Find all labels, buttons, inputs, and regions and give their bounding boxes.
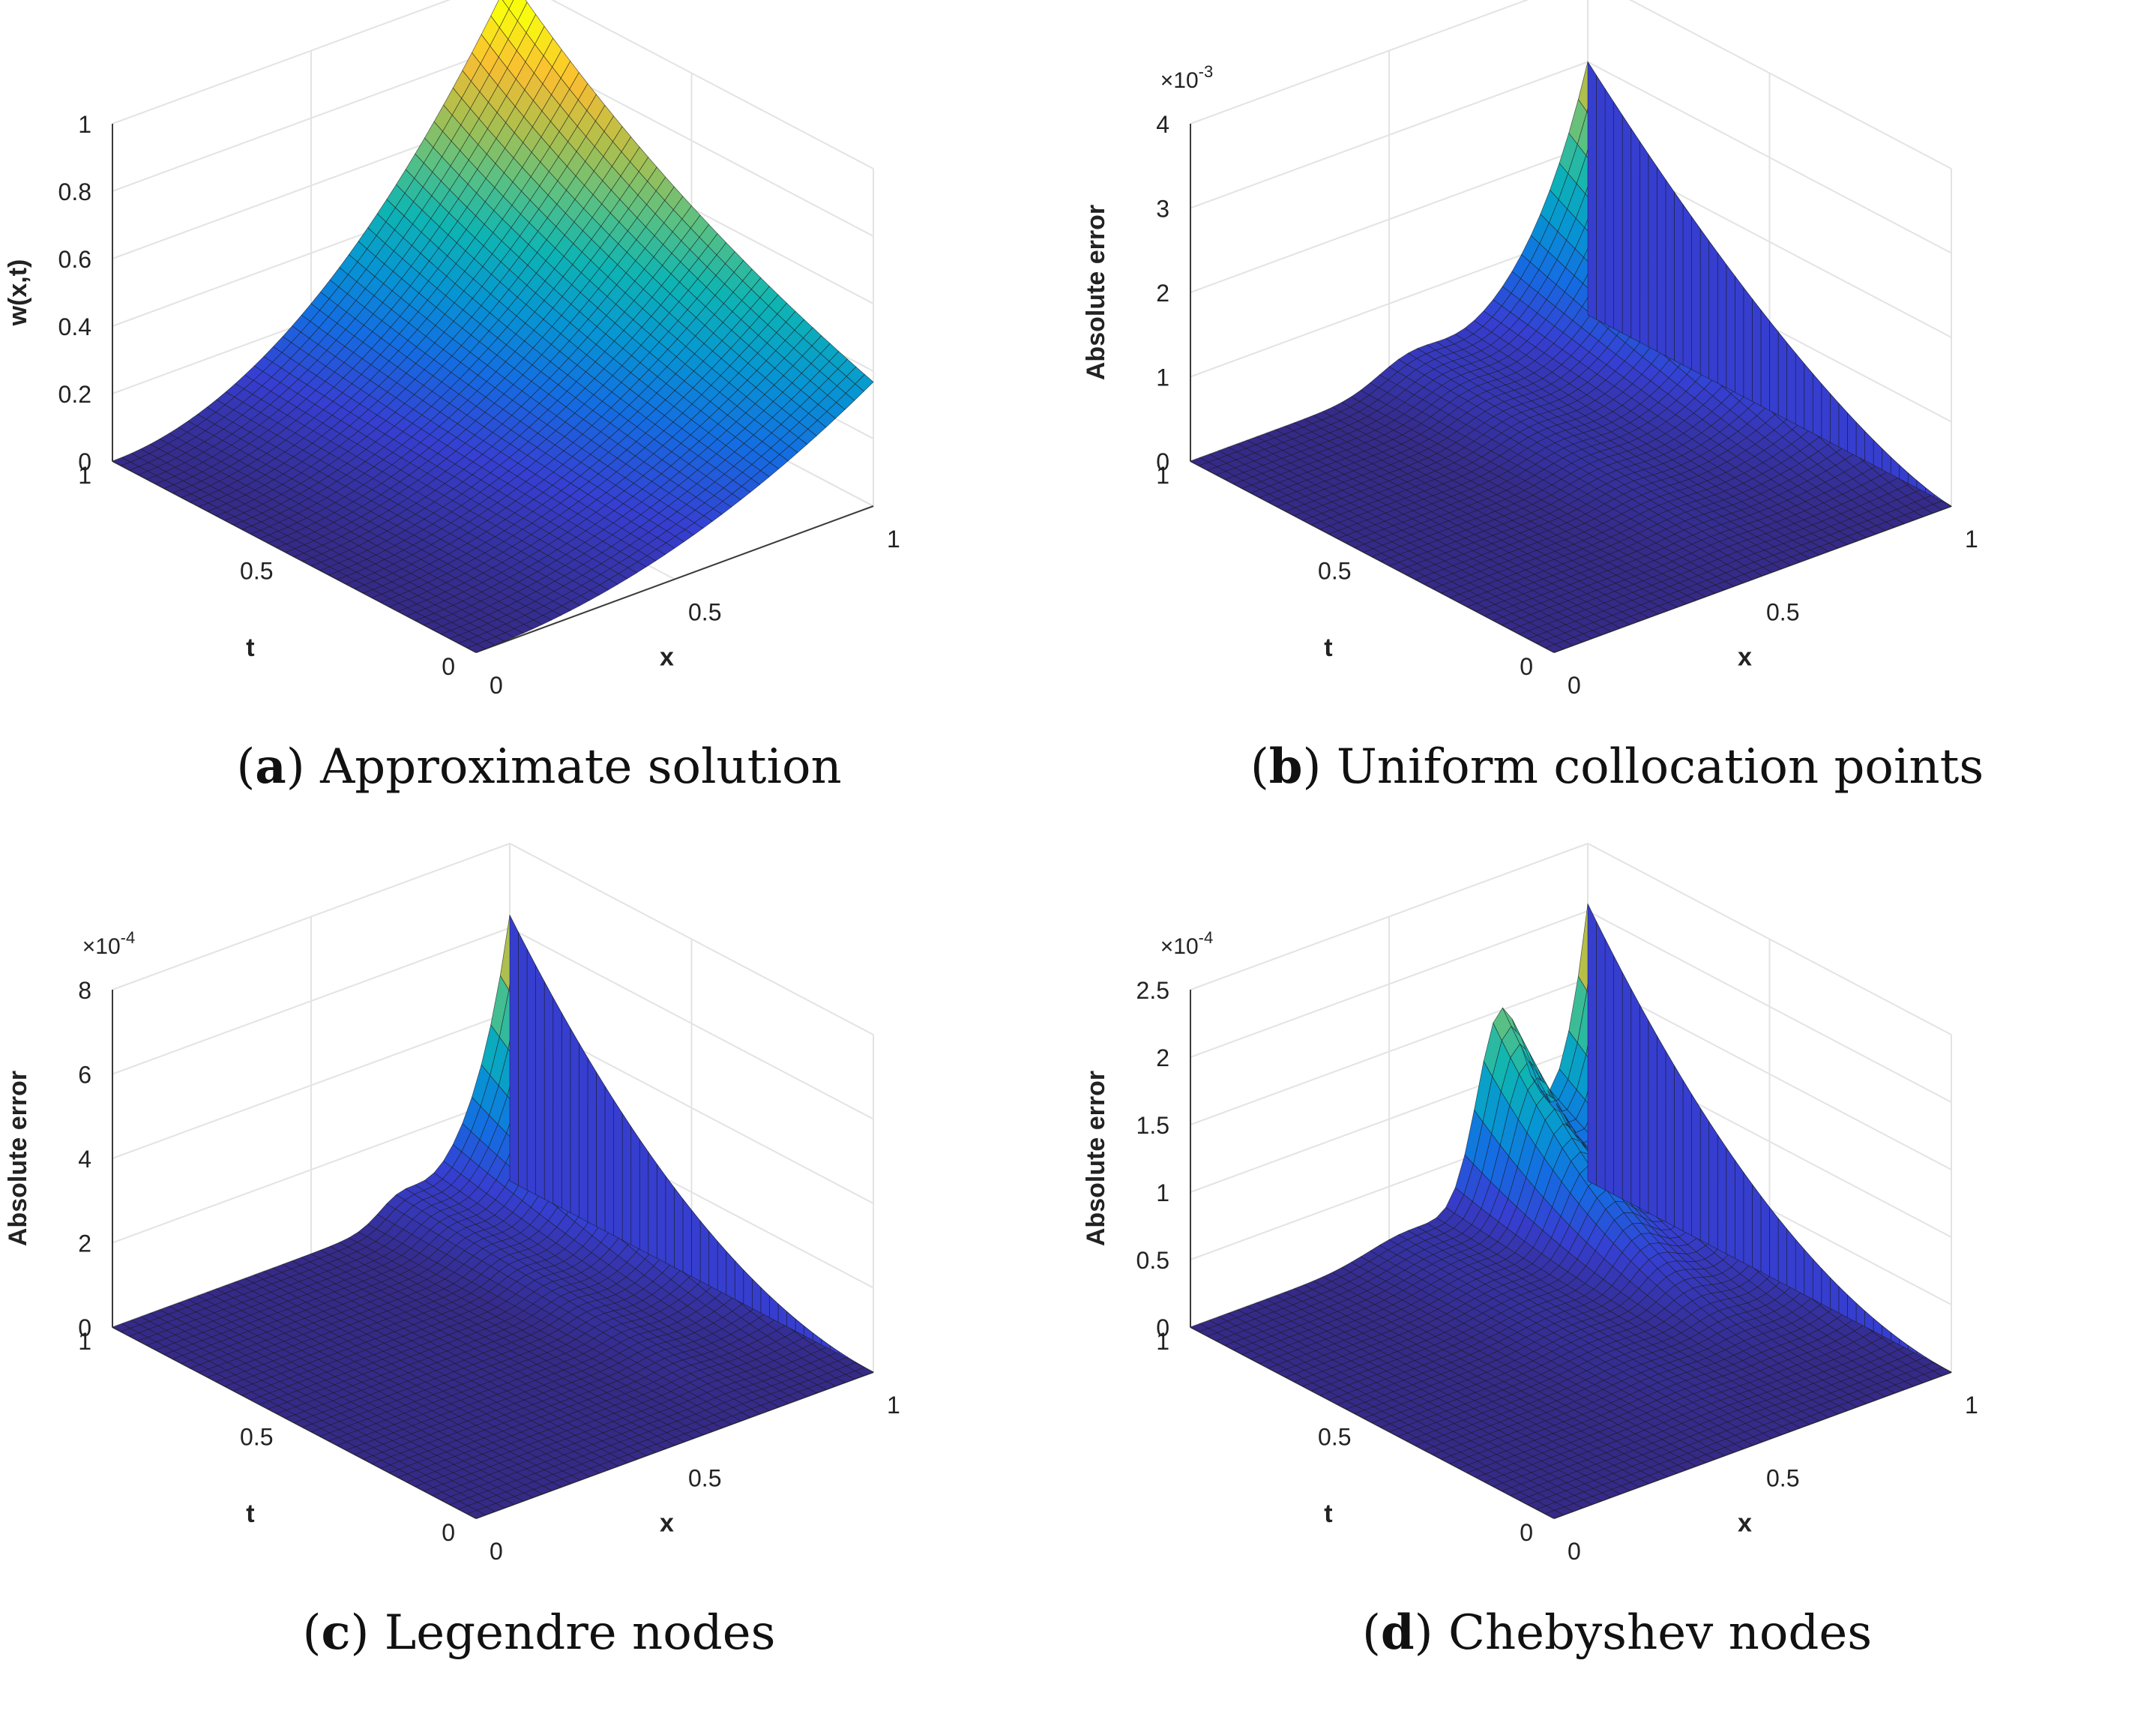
caption-a: (a) Approximate solution bbox=[236, 739, 842, 795]
surface-curtain bbox=[1821, 382, 1831, 443]
z-tick-label: 0.2 bbox=[58, 381, 91, 408]
surface-curtain bbox=[1630, 127, 1640, 343]
surface-curtain bbox=[1838, 403, 1848, 452]
x-tick-label: 0.5 bbox=[1766, 599, 1799, 626]
surface-curtain bbox=[1604, 88, 1614, 329]
caption-b: (b) Uniform collocation points bbox=[1250, 739, 1984, 795]
surface-curtain bbox=[1855, 421, 1865, 461]
z-tick-label: 1 bbox=[78, 111, 91, 138]
surface-curtain bbox=[1699, 228, 1710, 379]
surface-curtain bbox=[1726, 263, 1735, 393]
surface-curtain bbox=[1760, 309, 1770, 412]
x-tick-label: 1 bbox=[1965, 526, 1978, 553]
surface-mesh bbox=[1190, 61, 1952, 653]
t-axis-label: t bbox=[1324, 634, 1332, 662]
z-scale-label: ×10-3 bbox=[1160, 62, 1213, 93]
z-axis-label: Absolute error bbox=[1082, 205, 1110, 380]
surface-patch bbox=[502, 0, 514, 10]
z-tick-label: 0 bbox=[78, 448, 91, 475]
z-axis-label: w(x,t) bbox=[4, 259, 32, 327]
surface-curtain bbox=[1596, 74, 1606, 325]
t-tick-label: 0.5 bbox=[240, 558, 273, 585]
surface-curtain bbox=[1665, 178, 1675, 361]
surface-mesh bbox=[112, 914, 874, 1519]
z-tick-label: 0.8 bbox=[58, 178, 91, 205]
x-tick-label: 0 bbox=[1568, 672, 1581, 699]
panel-uniform-collocation: 0 0.5 1 0 0.5 1 0 1 2 3 4 x t Absolute error ×10-3 (b)… bbox=[1078, 0, 2156, 866]
t-tick-label: 0 bbox=[1520, 653, 1533, 680]
z-tick-label: 1 bbox=[1156, 364, 1169, 391]
t-tick-label: 0 bbox=[442, 653, 455, 680]
grid-line bbox=[112, 842, 874, 1035]
t-tick-label: 1 bbox=[1156, 462, 1169, 489]
surface-curtain bbox=[1682, 203, 1692, 370]
surface-patch bbox=[855, 373, 874, 392]
t-tick-label: 1 bbox=[78, 462, 91, 489]
surface-curtain bbox=[1674, 191, 1684, 366]
surface-curtain bbox=[1864, 430, 1874, 466]
caption-letter: a bbox=[255, 739, 286, 795]
z-tick-label: 3 bbox=[1156, 196, 1169, 223]
surface-curtain bbox=[1804, 362, 1813, 434]
z-tick-label: 0.4 bbox=[58, 313, 91, 340]
x-tick-label: 0.5 bbox=[688, 599, 721, 626]
surface-curtain bbox=[1743, 286, 1753, 402]
z-tick-label: 0.6 bbox=[58, 246, 91, 273]
surface-curtain bbox=[1882, 448, 1891, 475]
surface-curtain bbox=[1621, 114, 1632, 338]
surface-curtain bbox=[1829, 393, 1840, 448]
surface-curtain bbox=[1847, 412, 1857, 457]
t-axis-label: t bbox=[246, 634, 254, 662]
z-tick-label: 0 bbox=[1156, 448, 1169, 475]
caption-letter: b bbox=[1268, 739, 1303, 795]
surface-curtain bbox=[1795, 352, 1805, 430]
surface-curtain bbox=[1873, 439, 1882, 471]
grid-line bbox=[1190, 0, 1952, 169]
surface-curtain bbox=[1812, 373, 1822, 439]
surface-curtain bbox=[1752, 298, 1762, 407]
surface-curtain bbox=[1639, 140, 1649, 348]
caption-text: Approximate solution bbox=[320, 739, 842, 795]
surface-curtain bbox=[1769, 320, 1779, 416]
surface-curtain bbox=[1613, 101, 1623, 334]
surface-curtain bbox=[1657, 166, 1666, 357]
surface-curtain bbox=[1734, 275, 1744, 397]
x-axis-label: x bbox=[1738, 643, 1752, 672]
caption-text: Uniform collocation points bbox=[1336, 739, 1984, 795]
grid-line bbox=[112, 0, 874, 169]
panel-legendre-nodes: 0 0.5 1 0 0.5 1 0 2 4 6 8 x t Absolute error ×10-4 (c)… bbox=[0, 842, 1078, 1732]
surface-curtain bbox=[1786, 341, 1796, 425]
surface-curtain bbox=[1717, 252, 1727, 388]
surface-curtain bbox=[1777, 331, 1787, 421]
axis-line bbox=[475, 505, 874, 653]
surface-curtain bbox=[1708, 240, 1718, 384]
z-tick-label: 2 bbox=[1156, 280, 1169, 307]
x-tick-label: 1 bbox=[887, 526, 900, 553]
surface-curtain bbox=[1691, 216, 1701, 375]
surface-curtain bbox=[1648, 153, 1657, 352]
x-axis-label: x bbox=[660, 643, 674, 672]
panel-approximate-solution: 0 0.5 1 0 0.5 1 0 0.2 0.4 0.6 0.8 1 x t w(x,t) (a) App… bbox=[0, 0, 1078, 866]
z-tick-label: 4 bbox=[1156, 111, 1169, 138]
surface-mesh bbox=[112, 0, 874, 653]
x-tick-label: 0 bbox=[490, 672, 503, 699]
t-tick-label: 0.5 bbox=[1318, 558, 1351, 585]
surface-curtain bbox=[1587, 61, 1597, 320]
